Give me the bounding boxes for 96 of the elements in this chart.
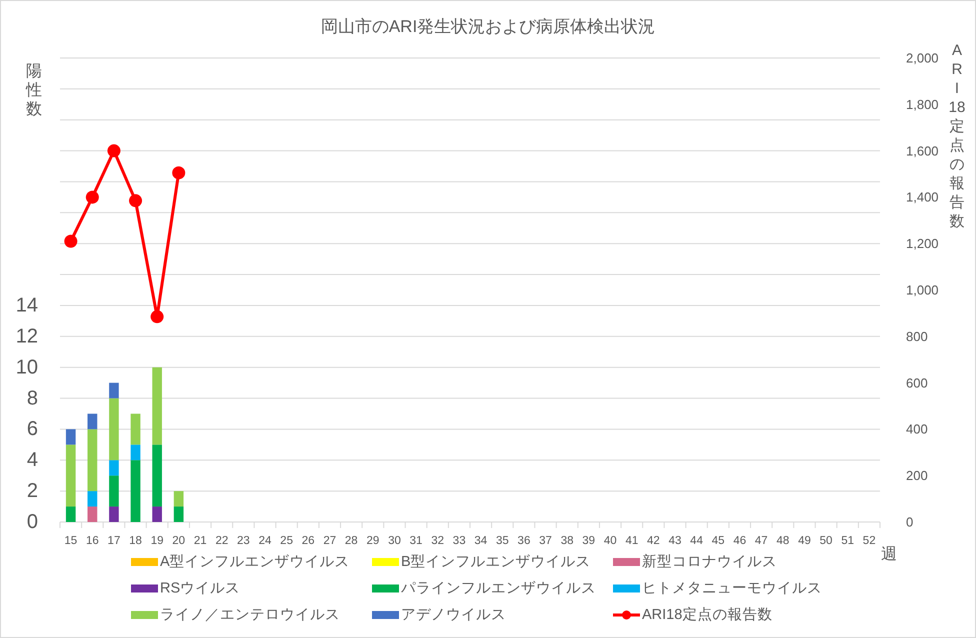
x-tick-label: 38	[560, 535, 574, 547]
bar	[152, 367, 162, 445]
y-axis-title: 陽性数	[25, 63, 42, 118]
legend-label: ヒトメタニューモウイルス	[642, 580, 822, 596]
bar	[174, 506, 184, 522]
point	[107, 144, 120, 158]
x-tick-label: 49	[798, 535, 811, 547]
x-tick-label: 16	[86, 535, 99, 547]
bar	[130, 460, 140, 522]
x-axis-title: 週	[881, 546, 897, 563]
x-tick-label: 32	[431, 535, 444, 547]
x-tick-label: 15	[64, 535, 78, 547]
y2-tick-label: 2,000	[906, 50, 939, 66]
x-tick-label: 29	[366, 535, 380, 547]
bar	[109, 460, 119, 476]
x-tick-label: 50	[820, 535, 832, 547]
y2-tick-label: 600	[906, 375, 928, 390]
x-tick-label: 21	[194, 535, 207, 547]
x-tick-label: 30	[388, 535, 401, 547]
x-tick-label: 47	[754, 535, 768, 547]
x-tick-label: 33	[452, 535, 466, 547]
x-tick-label: 42	[647, 535, 660, 547]
y-tick-label: 12	[16, 325, 38, 348]
x-tick-label: 19	[150, 535, 164, 547]
x-tick-label: 37	[539, 535, 552, 547]
y-tick-label: 6	[26, 418, 38, 440]
x-tick-label: 31	[410, 535, 422, 547]
x-tick-label: 28	[344, 535, 358, 547]
y2-tick-label: 1,200	[906, 236, 939, 252]
x-tick-label: 41	[625, 535, 638, 547]
legend-label: ライノ／エンテロウイルス	[160, 607, 340, 623]
bar	[109, 476, 119, 507]
y2-tick-label: 1,800	[906, 96, 939, 112]
x-tick-label: 44	[690, 535, 704, 547]
x-tick-label: 36	[518, 535, 530, 547]
legend-label: B型インフルエンザウイルス	[401, 553, 591, 570]
y-tick-label: 8	[26, 387, 38, 410]
y2-tick-label: 200	[906, 468, 928, 484]
bar	[109, 382, 119, 398]
legend-label: アデノウイルス	[401, 607, 506, 623]
x-tick-label: 17	[108, 535, 120, 547]
x-tick-label: 40	[604, 535, 617, 547]
legend-label: RSウイルス	[160, 580, 240, 596]
bar	[66, 506, 76, 522]
y2-tick-label: 1,600	[906, 143, 939, 158]
y-tick-label: 4	[26, 449, 38, 472]
point	[150, 310, 164, 324]
point	[64, 234, 78, 248]
x-tick-label: 25	[280, 535, 293, 547]
bar	[152, 506, 162, 522]
x-tick-label: 34	[474, 535, 488, 547]
bar	[66, 429, 76, 445]
x-tick-label: 48	[776, 535, 790, 547]
x-tick-label: 20	[172, 535, 186, 547]
y2-tick-label: 0	[906, 514, 914, 530]
y2-tick-label: 1,400	[906, 190, 939, 205]
point	[86, 190, 99, 204]
x-tick-label: 35	[496, 535, 509, 547]
bar	[88, 414, 98, 430]
y-tick-label: 10	[16, 356, 38, 378]
legend-label: パラインフルエンザウイルス	[400, 580, 596, 596]
x-tick-label: 22	[215, 535, 228, 547]
bar	[174, 491, 184, 507]
y-tick-label: 14	[16, 294, 38, 316]
bar	[109, 398, 119, 460]
x-tick-label: 52	[862, 535, 876, 547]
y2-tick-label: 400	[906, 422, 928, 437]
bar	[88, 506, 98, 522]
bar	[152, 444, 162, 507]
point	[172, 166, 186, 180]
x-tick-label: 43	[668, 535, 682, 547]
point	[129, 194, 142, 208]
text: ARI18定点の報告数	[948, 42, 966, 230]
x-tick-label: 45	[712, 535, 725, 547]
legend-label: A型インフルエンザウイルス	[160, 553, 350, 570]
y-tick-label: 0	[26, 511, 38, 533]
x-tick-label: 23	[237, 535, 250, 547]
chart-title: 岡山市のARI発生状況および病原体検出状況	[320, 17, 656, 36]
x-tick-label: 39	[582, 535, 596, 547]
x-tick-label: 46	[733, 535, 746, 547]
bar	[88, 491, 98, 507]
bar	[88, 429, 98, 492]
x-tick-label: 18	[129, 535, 142, 547]
legend-label: 新型コロナウイルス	[642, 553, 777, 570]
bar	[130, 444, 140, 460]
x-tick-label: 51	[841, 535, 854, 547]
x-tick-label: 26	[302, 535, 315, 547]
y-tick-label: 2	[26, 480, 38, 502]
y2-tick-label: 1,000	[906, 282, 939, 298]
x-tick-label: 27	[323, 535, 336, 547]
bar	[66, 444, 76, 507]
bar	[130, 414, 140, 445]
y2-tick-label: 800	[906, 328, 928, 344]
x-tick-label: 24	[258, 535, 272, 547]
bar	[109, 506, 119, 522]
legend-label: ARI18定点の報告数	[642, 606, 772, 623]
